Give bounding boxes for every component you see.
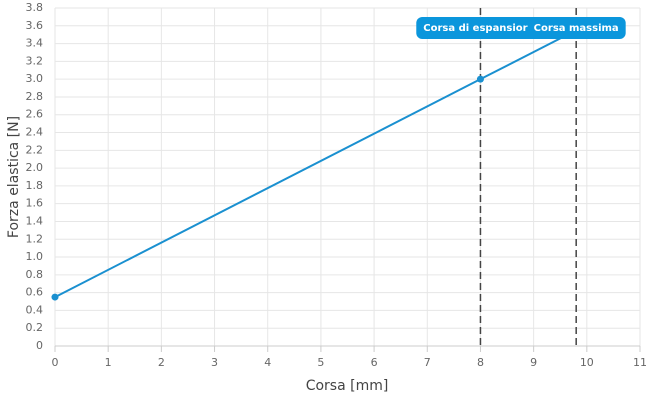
annotation-label: Corsa di espansior [423, 23, 527, 34]
annotation-box [416, 17, 626, 39]
y-tick-label: 3.8 [26, 1, 44, 14]
y-tick-label: 1.6 [26, 197, 44, 210]
y-tick-label: 0.6 [26, 286, 44, 299]
x-tick-label: 6 [371, 356, 378, 369]
x-tick-label: 1 [105, 356, 112, 369]
y-tick-label: 3.2 [26, 54, 44, 67]
y-tick-label: 1.8 [26, 179, 44, 192]
x-tick-label: 2 [158, 356, 165, 369]
x-axis-title: Corsa [mm] [306, 378, 389, 394]
y-tick-label: 1.4 [26, 214, 44, 227]
x-tick-label: 4 [264, 356, 271, 369]
y-tick-label: 0.2 [26, 321, 44, 334]
point [476, 75, 484, 83]
y-tick-label: 0 [36, 339, 43, 352]
y-tick-label: 3.0 [26, 72, 44, 85]
point [51, 293, 59, 301]
y-tick-label: 0.8 [26, 268, 44, 281]
y-tick-label: 3.6 [26, 19, 44, 32]
y-tick-label: 3.4 [26, 37, 44, 50]
x-tick-label: 9 [530, 356, 537, 369]
x-tick-label: 7 [424, 356, 431, 369]
y-axis-title: Forza elastica [N] [6, 116, 22, 238]
y-tick-label: 2.2 [26, 143, 44, 156]
y-tick-label: 2.8 [26, 90, 44, 103]
annotation-label: Corsa massima [534, 23, 619, 34]
x-tick-label: 8 [477, 356, 484, 369]
x-tick-label: 0 [52, 356, 59, 369]
x-tick-label: 3 [211, 356, 218, 369]
y-tick-label: 2.6 [26, 108, 44, 121]
x-tick-label: 5 [317, 356, 324, 369]
y-tick-label: 2.0 [26, 161, 44, 174]
y-tick-label: 1.2 [26, 232, 44, 245]
y-tick-label: 2.4 [26, 126, 44, 139]
x-tick-label: 10 [580, 356, 594, 369]
y-tick-label: 0.4 [26, 303, 44, 316]
x-tick-label: 11 [633, 356, 647, 369]
y-tick-label: 1.0 [26, 250, 44, 263]
